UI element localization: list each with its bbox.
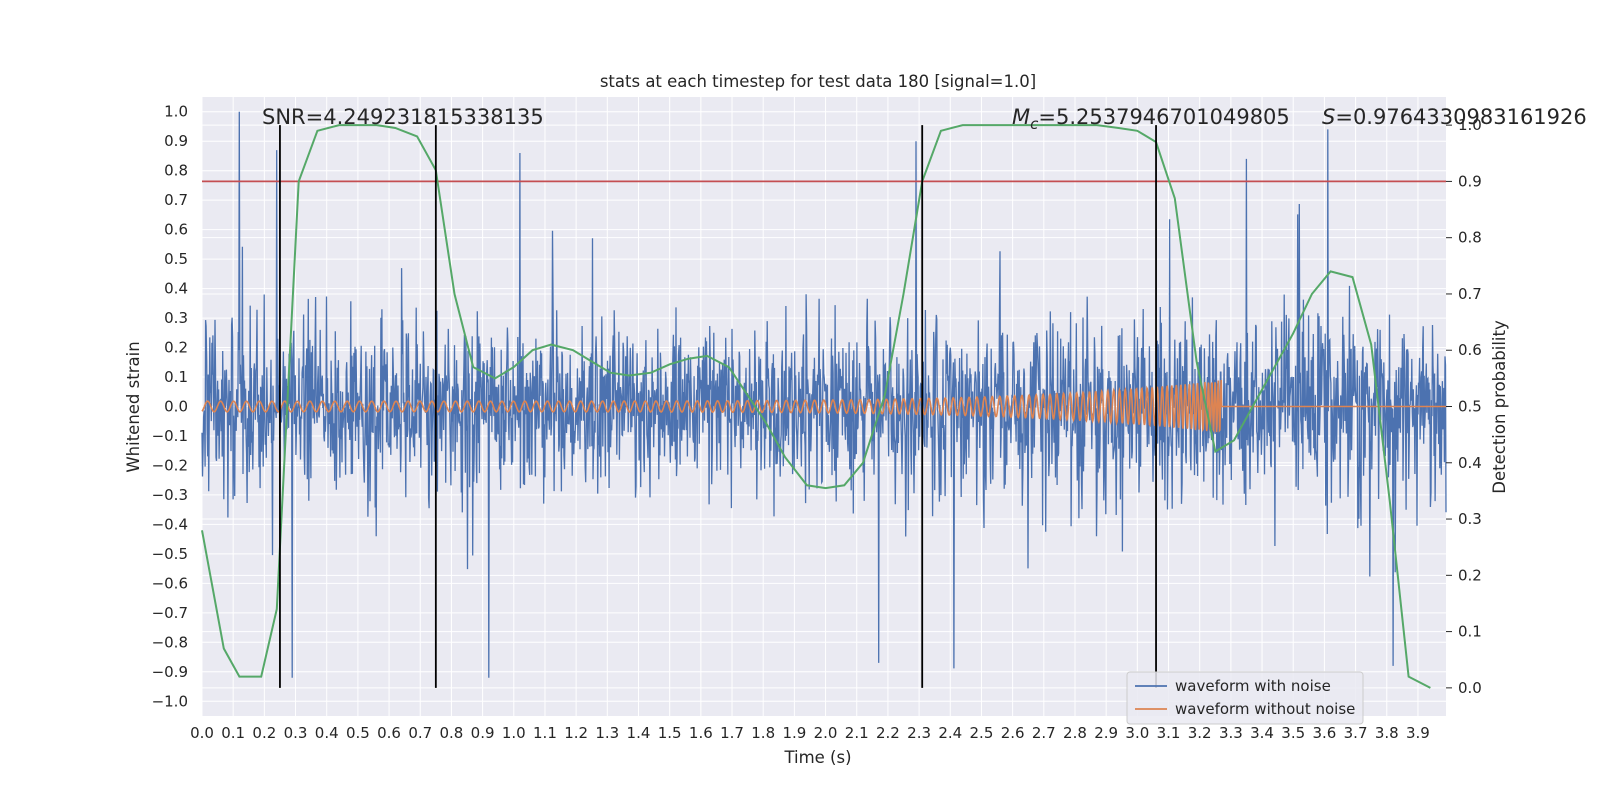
y-tick-label: 0.0 [164, 398, 188, 416]
y2-tick-label: 0.5 [1458, 398, 1482, 416]
y-tick-label: 1.0 [164, 103, 188, 121]
y2-tick-label: 0.6 [1458, 341, 1482, 359]
x-tick-label: 3.2 [1188, 724, 1212, 742]
legend: waveform with noise waveform without noi… [1126, 671, 1364, 725]
x-tick-label: 2.9 [1094, 724, 1118, 742]
y-tick-label: −0.1 [152, 427, 188, 445]
y-tick-label: −0.5 [152, 545, 188, 563]
x-tick-label: 1.2 [564, 724, 588, 742]
snr-annotation: SNR=4.249231815338135 [262, 105, 544, 129]
x-tick-label: 1.8 [751, 724, 775, 742]
y-tick-label: −0.7 [152, 604, 188, 622]
y2-tick-label: 0.4 [1458, 454, 1482, 472]
x-tick-label: 1.6 [689, 724, 713, 742]
x-tick-label: 0.7 [408, 724, 432, 742]
x-tick-label: 1.7 [720, 724, 744, 742]
x-tick-label: 2.3 [907, 724, 931, 742]
x-tick-label: 1.5 [658, 724, 682, 742]
x-tick-label: 2.8 [1063, 724, 1087, 742]
y-tick-label: 0.9 [164, 132, 188, 150]
x-tick-label: 3.0 [1125, 724, 1149, 742]
y-tick-label: 0.2 [164, 339, 188, 357]
chirp-mass-subscript: c [1030, 115, 1039, 133]
x-tick-label: 2.1 [845, 724, 869, 742]
legend-label-clean: waveform without noise [1175, 700, 1355, 718]
x-tick-label: 0.0 [190, 724, 214, 742]
y-tick-label: −0.8 [152, 633, 188, 651]
y2-tick-label: 0.3 [1458, 510, 1482, 528]
x-tick-label: 3.1 [1157, 724, 1181, 742]
x-tick-label: 0.9 [471, 724, 495, 742]
y-tick-label: 0.6 [164, 221, 188, 239]
x-tick-label: 0.5 [346, 724, 370, 742]
score-annotation: S=0.9764330983161926 [1322, 105, 1587, 129]
y2-tick-label: 0.2 [1458, 566, 1482, 584]
y2-tick-label: 0.7 [1458, 285, 1482, 303]
x-tick-label: 3.4 [1250, 724, 1274, 742]
chirp-mass-annotation: Mc=5.2537946701049805 [1012, 105, 1290, 133]
x-axis-label: Time (s) [783, 748, 851, 767]
y2-axis-label: Detection probability [1490, 320, 1509, 494]
x-tick-label: 0.3 [284, 724, 308, 742]
x-tick-label: 1.9 [782, 724, 806, 742]
x-tick-label: 1.3 [595, 724, 619, 742]
y2-tick-label: 1.0 [1458, 116, 1482, 134]
x-tick-label: 3.7 [1344, 724, 1368, 742]
legend-label-noise: waveform with noise [1175, 677, 1331, 695]
y-axis-label: Whitened strain [124, 341, 143, 472]
y-tick-label: −1.0 [152, 692, 188, 710]
x-tick-label: 0.6 [377, 724, 401, 742]
legend-box [1126, 671, 1364, 725]
x-tick-label: 0.2 [252, 724, 276, 742]
y-tick-label: −0.4 [152, 515, 188, 533]
series-waveform-with-noise [201, 111, 1447, 678]
y-tick-label: −0.9 [152, 663, 188, 681]
chirp-mass-value: =5.2537946701049805 [1038, 105, 1289, 129]
y-tick-label: 0.1 [164, 368, 188, 386]
y2-tick-label: 0.0 [1458, 679, 1482, 697]
chirp-mass-symbol: M [1012, 105, 1030, 129]
x-tick-label: 2.4 [938, 724, 962, 742]
x-tick-label: 0.8 [439, 724, 463, 742]
series-detection-probability [201, 124, 1431, 689]
x-tick-label: 0.4 [315, 724, 339, 742]
x-tick-label: 3.5 [1281, 724, 1305, 742]
y-tick-label: 0.4 [164, 280, 188, 298]
x-tick-label: 3.8 [1375, 724, 1399, 742]
y-tick-label: −0.2 [152, 456, 188, 474]
y-tick-label: 0.3 [164, 309, 188, 327]
y2-tick-label: 0.9 [1458, 172, 1482, 190]
x-tick-label: 3.9 [1406, 724, 1430, 742]
x-tick-label: 1.1 [533, 724, 557, 742]
score-symbol: S [1322, 105, 1335, 129]
x-tick-label: 2.0 [814, 724, 838, 742]
x-tick-label: 0.1 [221, 724, 245, 742]
y-tick-label: −0.6 [152, 574, 188, 592]
series-waveform-without-noise [201, 379, 1446, 434]
x-tick-label: 3.6 [1312, 724, 1336, 742]
x-tick-label: 3.3 [1219, 724, 1243, 742]
y-tick-label: 0.8 [164, 162, 188, 180]
y2-tick-label: 0.8 [1458, 229, 1482, 247]
score-value: =0.9764330983161926 [1335, 105, 1586, 129]
x-tick-label: 2.5 [970, 724, 994, 742]
y-tick-label: 0.7 [164, 191, 188, 209]
y2-tick-label: 0.1 [1458, 623, 1482, 641]
x-tick-label: 2.2 [876, 724, 900, 742]
y-tick-label: −0.3 [152, 486, 188, 504]
x-tick-label: 1.4 [627, 724, 651, 742]
x-tick-label: 1.0 [502, 724, 526, 742]
x-tick-label: 2.6 [1001, 724, 1025, 742]
chart-title: stats at each timestep for test data 180… [600, 72, 1036, 91]
x-tick-label: 2.7 [1032, 724, 1056, 742]
y-tick-label: 0.5 [164, 250, 188, 268]
